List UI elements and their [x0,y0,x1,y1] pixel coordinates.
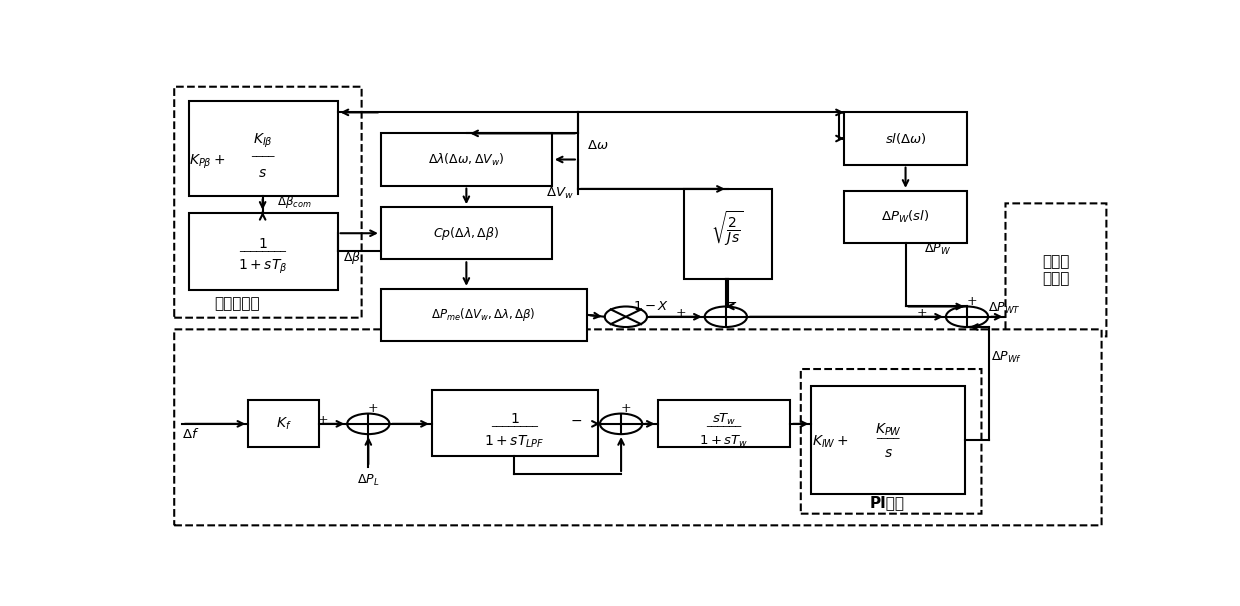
Text: $Cp(\Delta\lambda,\Delta\beta)$: $Cp(\Delta\lambda,\Delta\beta)$ [433,225,500,242]
Text: +: + [966,295,977,308]
Text: $-$: $-$ [570,413,582,427]
Text: $K_{P\beta}+$: $K_{P\beta}+$ [188,152,226,170]
Text: ────: ──── [250,153,274,162]
FancyBboxPatch shape [174,330,1101,525]
Text: $\Delta f$: $\Delta f$ [182,427,200,441]
Text: +: + [620,402,631,416]
Text: +: + [676,307,686,319]
Text: 桨距角控制: 桨距角控制 [215,296,260,311]
Text: $\Delta\lambda(\Delta\omega,\Delta V_w)$: $\Delta\lambda(\Delta\omega,\Delta V_w)$ [428,152,505,168]
Text: ────────: ──────── [239,248,286,258]
Text: $\Delta\beta$: $\Delta\beta$ [343,249,362,266]
Bar [844,191,967,243]
Text: $1+sT_{\beta}$: $1+sT_{\beta}$ [238,258,288,276]
Text: $1$: $1$ [258,237,268,251]
FancyBboxPatch shape [174,87,362,318]
Bar [683,189,773,279]
Text: $\Delta P_{Wf}$: $\Delta P_{Wf}$ [991,350,1022,365]
Bar [248,401,320,447]
Text: +: + [368,402,378,416]
Text: +: + [916,307,928,319]
Text: $\Delta P_W(sl)$: $\Delta P_W(sl)$ [882,209,930,225]
Bar [432,390,598,456]
Text: $\Delta P_{me}(\Delta V_w,\Delta\lambda,\Delta\beta)$: $\Delta P_{me}(\Delta V_w,\Delta\lambda,… [432,307,536,324]
Text: 转子侧
变流器: 转子侧 变流器 [1042,254,1069,286]
Text: $\Delta P_L$: $\Delta P_L$ [357,473,379,488]
Text: +: + [317,414,329,427]
Text: $\Delta P_{WT}$: $\Delta P_{WT}$ [988,301,1021,316]
Text: $s$: $s$ [884,446,893,460]
Text: $K_{I\beta}$: $K_{I\beta}$ [253,132,273,150]
Text: $1+sT_{LPF}$: $1+sT_{LPF}$ [484,434,544,450]
Bar [811,386,965,494]
Text: $sl(\Delta\omega)$: $sl(\Delta\omega)$ [884,131,926,146]
Text: $K_{PW}$: $K_{PW}$ [874,422,901,438]
Text: $K_{IW}+$: $K_{IW}+$ [812,433,849,450]
Bar [188,101,337,196]
Text: $s$: $s$ [258,166,267,180]
Text: ────: ──── [877,435,900,444]
Text: $\Delta V_w$: $\Delta V_w$ [547,185,574,201]
Bar [381,133,552,185]
Text: $K_f$: $K_f$ [275,416,291,432]
Text: $sT_w$: $sT_w$ [712,411,737,427]
Bar [381,207,552,259]
FancyBboxPatch shape [801,369,982,514]
Bar [657,401,790,447]
Text: $\Delta P_W$: $\Delta P_W$ [924,242,951,257]
Text: $\Delta\omega$: $\Delta\omega$ [588,139,609,152]
Text: $\Delta\beta_{com}$: $\Delta\beta_{com}$ [277,195,311,210]
Bar [188,213,337,290]
Text: $1+sT_w$: $1+sT_w$ [699,434,749,449]
Text: PI控制: PI控制 [869,496,905,510]
Text: $\sqrt{\dfrac{2}{Js}}$: $\sqrt{\dfrac{2}{Js}}$ [712,210,744,248]
Text: $1-X$: $1-X$ [632,299,668,313]
Text: $-$: $-$ [724,295,737,309]
Text: ──────: ────── [707,424,742,432]
Text: ────────: ──────── [491,424,538,432]
Bar [844,112,967,165]
Bar [381,289,588,341]
Text: $1$: $1$ [510,412,520,426]
FancyBboxPatch shape [1006,204,1106,336]
